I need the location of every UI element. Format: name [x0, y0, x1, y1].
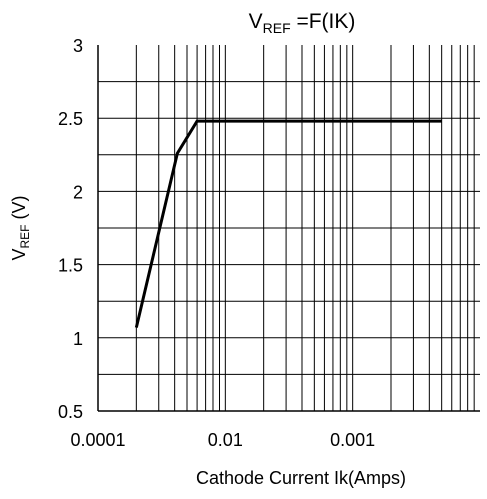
y-tick-label: 2.5 — [58, 109, 83, 129]
y-tick-label: 1 — [73, 329, 83, 349]
y-axis-label: VREF (V) — [9, 195, 32, 260]
x-axis-label: Cathode Current Ik(Amps) — [196, 468, 406, 488]
series-line-1 — [134, 119, 442, 328]
y-tick-label: 3 — [73, 36, 83, 56]
grid — [98, 45, 480, 411]
x-tick-label: 0.001 — [330, 430, 375, 450]
plot-frame — [97, 45, 480, 412]
chart-title: VREF =F(IK) — [249, 10, 356, 36]
y-tick-label: 1.5 — [58, 256, 83, 276]
y-tick-labels: 0.5 1 1.5 2 2.5 3 — [58, 36, 83, 422]
x-tick-label: 0.01 — [208, 430, 243, 450]
y-tick-label: 0.5 — [58, 402, 83, 422]
x-tick-labels: 0.0001 0.01 0.001 — [70, 430, 375, 450]
x-tick-label: 0.0001 — [70, 430, 125, 450]
y-tick-label: 2 — [73, 182, 83, 202]
series-group — [134, 119, 442, 328]
